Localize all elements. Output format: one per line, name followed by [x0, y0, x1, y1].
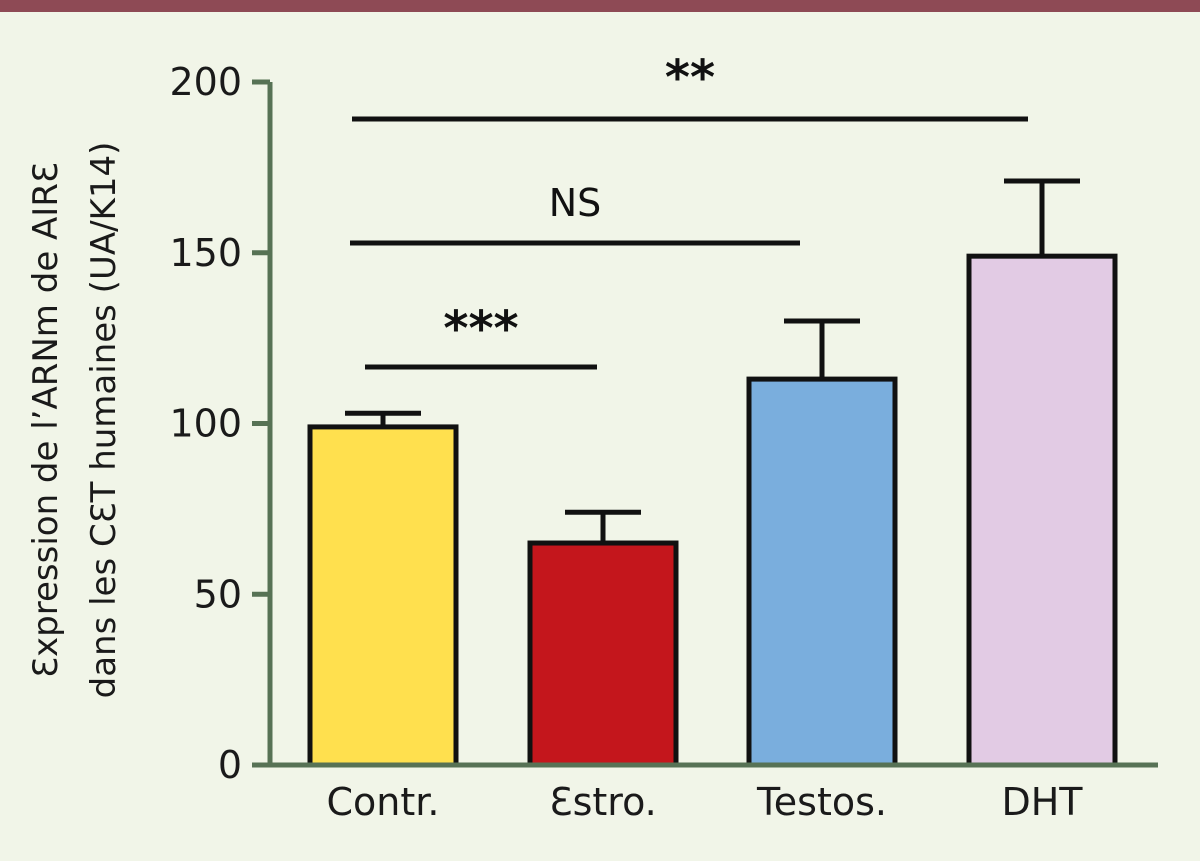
bars — [307, 178, 1118, 768]
bar-estro — [527, 540, 679, 768]
x-axis-categories: Contr. Ɛstro. Testos. DHT — [327, 780, 1084, 824]
x-category-label-2: Ɛstro. — [549, 780, 657, 824]
y-axis-ticks: 0 50 100 150 200 — [169, 60, 270, 787]
y-tick-label-50: 50 — [194, 572, 242, 616]
significance-annotations: *** NS ** — [350, 50, 1028, 370]
y-tick-label-100: 100 — [169, 402, 242, 446]
y-tick-label-0: 0 — [218, 743, 242, 787]
x-category-label-1: Contr. — [327, 780, 440, 824]
significance-label-1: *** — [443, 301, 518, 357]
significance-label-2: NS — [549, 181, 602, 225]
x-category-label-3: Testos. — [756, 780, 887, 824]
y-axis-label: Ɛxpression de l’ARNm de AIRƐ dans les CƐ… — [26, 142, 124, 699]
top-color-band — [0, 0, 1200, 12]
x-category-label-4: DHT — [1001, 780, 1083, 824]
significance-label-3: ** — [665, 50, 715, 106]
y-tick-label-150: 150 — [169, 231, 242, 275]
bar-contr — [307, 424, 459, 768]
y-tick-label-200: 200 — [169, 60, 242, 104]
bar-testos — [746, 376, 898, 768]
y-axis-label-line-1: Ɛxpression de l’ARNm de AIRƐ — [26, 162, 66, 678]
y-axis-label-line-2: dans les CƐT humaines (UA/K14) — [84, 142, 124, 699]
bar-dht — [966, 253, 1118, 768]
